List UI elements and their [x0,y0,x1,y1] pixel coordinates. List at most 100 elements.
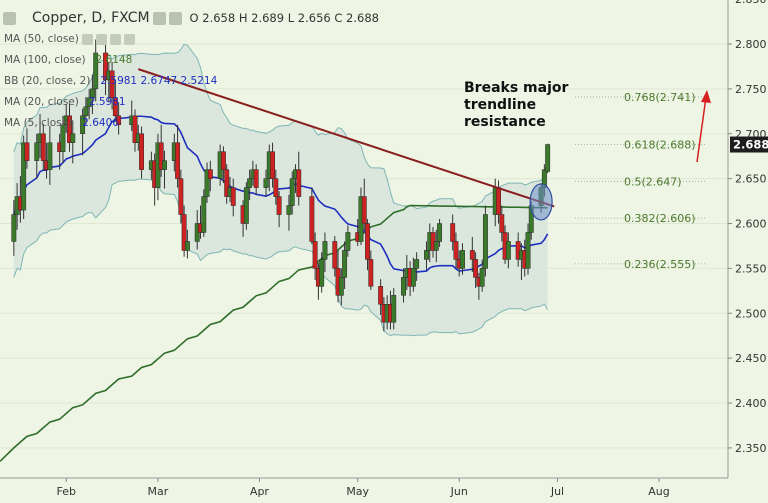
indicator-value: 2.6406 [82,117,119,129]
candle [433,229,439,263]
annotation-line: Breaks major [464,80,568,96]
candle [181,205,187,257]
candle [482,205,488,277]
candle [132,109,138,152]
candle-body [296,169,302,197]
candle [178,169,184,224]
candle-body [253,169,259,188]
candle [345,225,351,257]
candle-body [361,196,367,224]
axis-background [728,0,768,503]
candle-body [86,97,92,108]
candle-body [424,250,429,260]
indicator-label: MA (50, close) [4,33,79,45]
candle [86,88,92,120]
candle-body [181,214,187,251]
candle-body [204,169,210,197]
visibility-icon[interactable] [168,11,182,25]
collapse-icon[interactable] [3,11,16,25]
indicator-ma100[interactable]: MA (100, close) 2.6148 [4,53,132,67]
candle [204,162,210,203]
x-tick-label: Jun [450,485,468,498]
candle [473,252,479,289]
breakout-marker [529,183,553,221]
indicator-ma5[interactable]: MA (5, close) 2.6406 [4,116,119,130]
settings-icon[interactable] [81,33,93,45]
add-icon[interactable] [109,33,121,45]
settings-icon[interactable] [152,11,166,25]
candle [70,120,76,164]
x-tick-label: Feb [56,485,75,498]
y-tick-label: 2.750 [735,83,767,96]
candle-body [40,133,46,161]
y-tick-label: 2.350 [735,442,767,455]
candle-body [175,142,181,179]
candle-body [247,178,253,188]
close-icon[interactable] [123,33,135,45]
time-axis: Feb Mar Apr May Jun Jul Aug [0,477,728,498]
last-price-label: 2.688 [733,138,768,152]
fibonacci-levels: 0.768(2.741) 0.618(2.688) 0.5(2.647) 0.382(… [575,91,706,271]
indicator-ma20[interactable]: MA (20, close) 2.5981 [4,95,126,109]
candle [201,189,207,237]
candle [40,123,46,171]
candle [243,182,249,230]
candle [479,259,485,292]
candle [162,150,167,189]
x-tick-label: Apr [250,485,270,498]
last-price-badge [730,136,768,153]
y-tick-label: 2.800 [735,38,767,51]
arrow-head-icon [701,90,711,103]
candle [525,223,531,275]
candle-body [230,187,236,206]
candle [338,268,344,306]
candle-body [276,196,282,215]
indicator-bb20[interactable]: BB (20, close, 2) 2.5981 2.6747 2.5214 [4,74,217,88]
candle-body [460,250,465,269]
candle-body [391,295,397,323]
candle [365,219,370,271]
candle-body [482,214,488,269]
candle-body [473,259,479,278]
candle [309,187,315,245]
candle [322,232,328,272]
candle-body [312,241,318,269]
indicator-ma50[interactable]: MA (50, close) [4,32,145,46]
annotation-text: Breaks major trendline resistance [464,80,568,130]
symbol-title: Copper, D, FXCM [32,10,150,26]
candle-body [433,241,439,251]
candle-body [70,133,76,143]
candle-body [289,178,295,206]
candle-body [116,115,122,126]
candle [312,232,318,281]
candle [460,243,465,275]
candle-body [89,88,95,99]
indicator-value: 2.5981 2.6747 2.5214 [100,75,218,87]
candle [67,104,72,152]
visibility-icon[interactable] [95,33,107,45]
annotation-line: trendline [464,97,536,113]
candle [342,241,348,290]
candle [437,219,443,247]
chart-header: Copper, D, FXCM O 2.658 H 2.689 L 2.656 … [0,9,379,27]
candle [116,102,122,135]
y-tick-label: 2.500 [735,307,767,320]
fib-label: 0.618(2.688) [624,139,696,152]
candle-body [83,106,89,117]
candle-body [132,115,138,143]
candle [410,257,416,292]
candle [469,236,475,272]
candle-body [21,142,27,211]
candle [109,61,115,110]
candle [24,128,30,169]
candle [332,236,338,277]
candle [253,164,259,195]
candle-body [158,142,164,170]
candle-body [286,205,292,215]
indicator-label: MA (20, close) [4,96,79,108]
candle-body [378,286,384,305]
candle [247,169,253,201]
candle-body [224,169,230,197]
fib-label: 0.382(2.606) [624,212,696,225]
